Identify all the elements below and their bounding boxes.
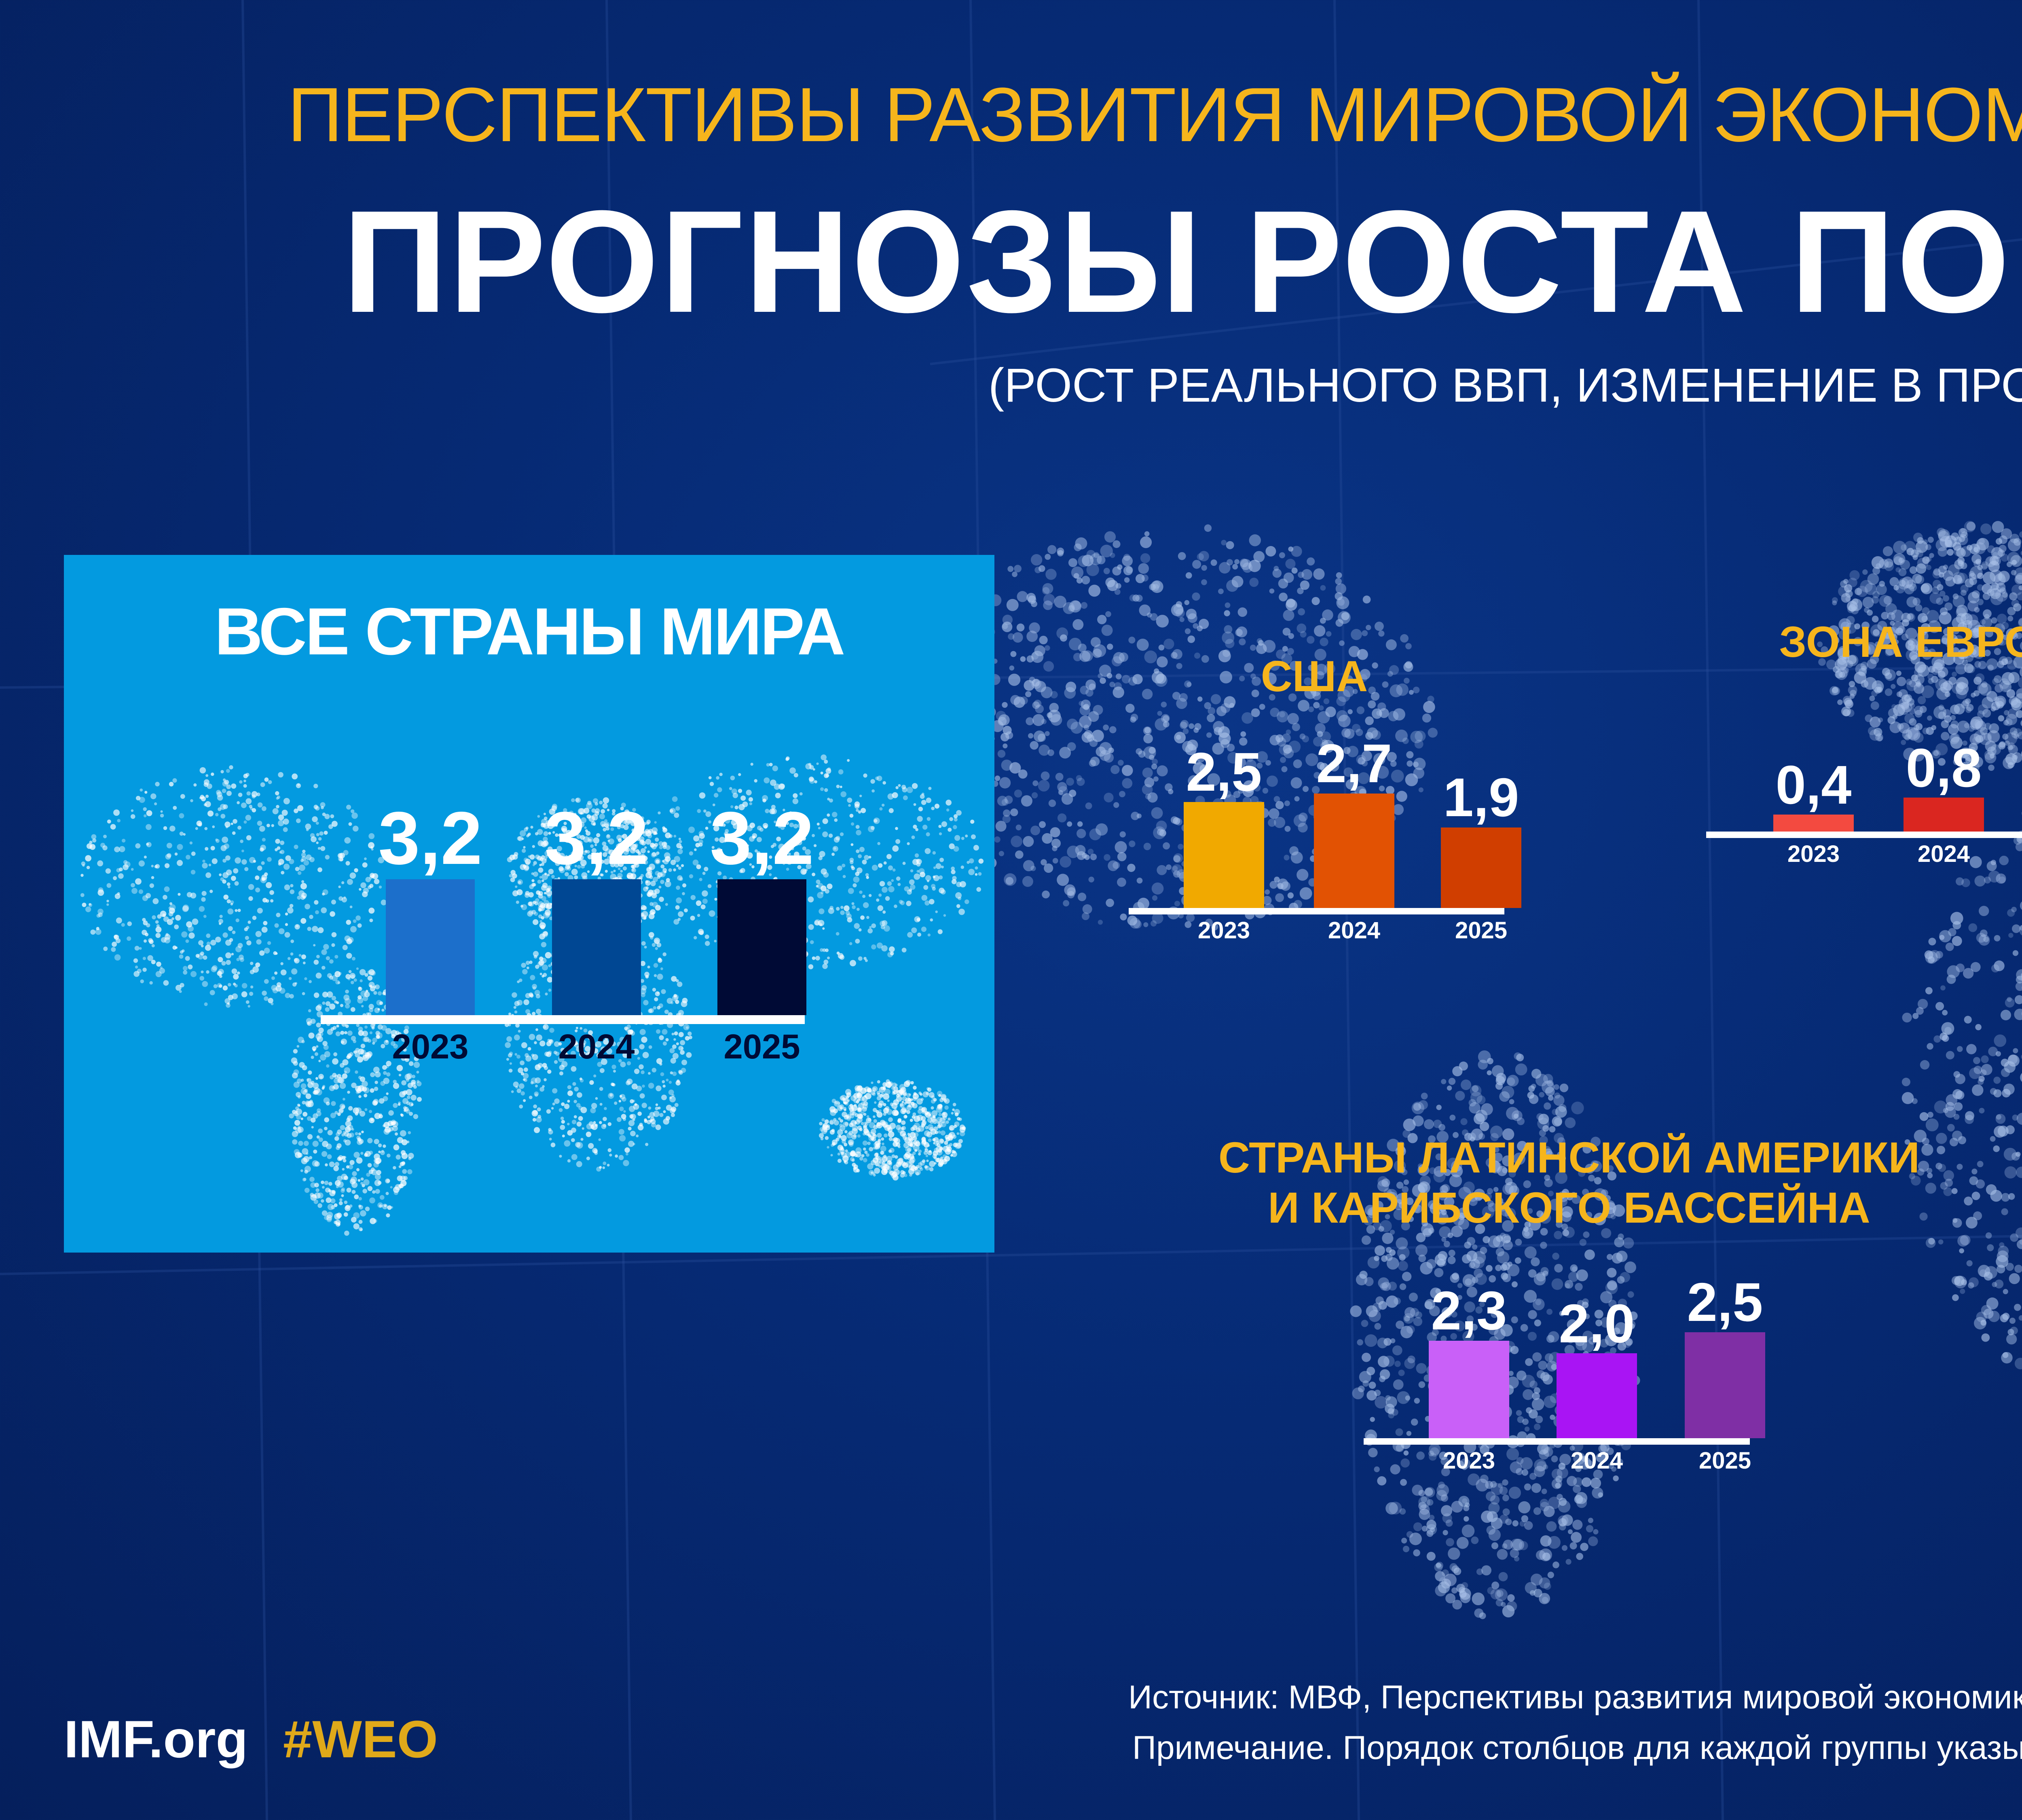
year-label-usa: 2023 bbox=[1163, 917, 1285, 944]
year-label-latam: 2025 bbox=[1665, 1447, 1786, 1474]
year-label-usa: 2025 bbox=[1421, 917, 1542, 944]
panel-title-line: К ЮГУ ОТ САХАРЫ bbox=[1876, 1047, 2022, 1097]
bar-world-2025 bbox=[717, 879, 806, 1015]
panel-title-latam: СТРАНЫ ЛАТИНСКОЙ АМЕРИКИ И КАРИБСКОГО БАС… bbox=[1165, 1132, 1973, 1233]
world-panel: ВСЕ СТРАНЫ МИРА 3,2 2023 3,2 2024 3,2 2025 bbox=[64, 555, 994, 1253]
bar-latam-2024 bbox=[1557, 1353, 1637, 1438]
panel-title-line: СТРАНЫ ЛАТИНСКОЙ АМЕРИКИ bbox=[1165, 1132, 1973, 1183]
value-label-world-2025: 3,2 bbox=[681, 796, 843, 881]
report-supertitle: ПЕРСПЕКТИВЫ РАЗВИТИЯ МИРОВОЙ ЭКОНОМИКИ, … bbox=[0, 71, 2022, 159]
bar-usa-2023 bbox=[1184, 802, 1264, 908]
axis-line-usa bbox=[1129, 908, 1504, 914]
bar-euro-2024 bbox=[1904, 798, 1984, 832]
panel-title-line: И КАРИБСКОГО БАССЕЙНА bbox=[1165, 1183, 1973, 1233]
year-label-world: 2025 bbox=[701, 1027, 823, 1067]
bar-euro-2023 bbox=[1773, 815, 1854, 832]
footnote: Примечание. Порядок столбцов для каждой … bbox=[1132, 1729, 2022, 1767]
source-note: Источник: МВФ, Перспективы развития миро… bbox=[1128, 1678, 2022, 1716]
panel-title-euro: ЗОНА ЕВРО bbox=[1504, 617, 2022, 667]
bar-usa-2025 bbox=[1441, 827, 1521, 908]
bar-latam-2025 bbox=[1685, 1332, 1765, 1439]
axis-line-world bbox=[321, 1015, 805, 1024]
axis-line-latam bbox=[1364, 1438, 1750, 1445]
value-label-euro-2025: 1,5 bbox=[1989, 707, 2022, 769]
value-label-latam-2025: 2,5 bbox=[1644, 1271, 1806, 1333]
year-label-usa: 2024 bbox=[1294, 917, 1415, 944]
unit-note: (РОСТ РЕАЛЬНОГО ВВП, ИЗМЕНЕНИЕ В ПРОЦЕНТ… bbox=[0, 358, 2022, 413]
year-label-world: 2024 bbox=[536, 1027, 657, 1067]
bar-world-2023 bbox=[386, 879, 475, 1015]
year-label-euro: 2024 bbox=[1883, 840, 2005, 868]
bar-world-2024 bbox=[552, 879, 641, 1015]
value-label-world-2023: 3,2 bbox=[349, 796, 511, 881]
value-label-usa-2025: 1,9 bbox=[1400, 766, 1562, 829]
weo-hashtag[interactable]: #WEO bbox=[283, 1709, 438, 1769]
bar-usa-2024 bbox=[1314, 794, 1394, 908]
page-title: ПРОГНОЗЫ РОСТА ПО РЕГИОНАМ bbox=[0, 178, 2022, 345]
value-label-world-2024: 3,2 bbox=[516, 796, 677, 881]
year-label-latam: 2023 bbox=[1409, 1447, 1530, 1474]
panel-title-ssa: СТРАНЫ АФРИКИК ЮГУ ОТ САХАРЫ bbox=[1876, 997, 2022, 1097]
panel-title-line: СТРАНЫ АФРИКИ bbox=[1876, 997, 2022, 1047]
year-label-euro: 2025 bbox=[2009, 840, 2022, 868]
year-label-latam: 2024 bbox=[1536, 1447, 1658, 1474]
year-label-euro: 2023 bbox=[1753, 840, 1874, 868]
year-label-world: 2023 bbox=[370, 1027, 491, 1067]
panel-title-world: ВСЕ СТРАНЫ МИРА bbox=[64, 593, 994, 670]
bar-latam-2023 bbox=[1429, 1341, 1509, 1439]
axis-line-euro bbox=[1706, 832, 2022, 838]
imf-logo-link[interactable]: IMF.org bbox=[64, 1709, 248, 1769]
